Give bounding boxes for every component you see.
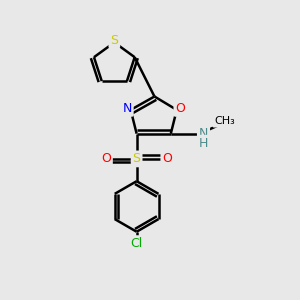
Text: O: O xyxy=(162,152,172,165)
Text: O: O xyxy=(176,102,185,115)
Text: S: S xyxy=(133,152,141,165)
Text: H: H xyxy=(199,137,208,150)
Text: N: N xyxy=(122,102,132,115)
Text: N: N xyxy=(199,127,208,140)
Text: CH₃: CH₃ xyxy=(214,116,235,126)
Text: O: O xyxy=(101,152,111,165)
Text: Cl: Cl xyxy=(130,237,143,250)
Text: S: S xyxy=(110,34,118,46)
